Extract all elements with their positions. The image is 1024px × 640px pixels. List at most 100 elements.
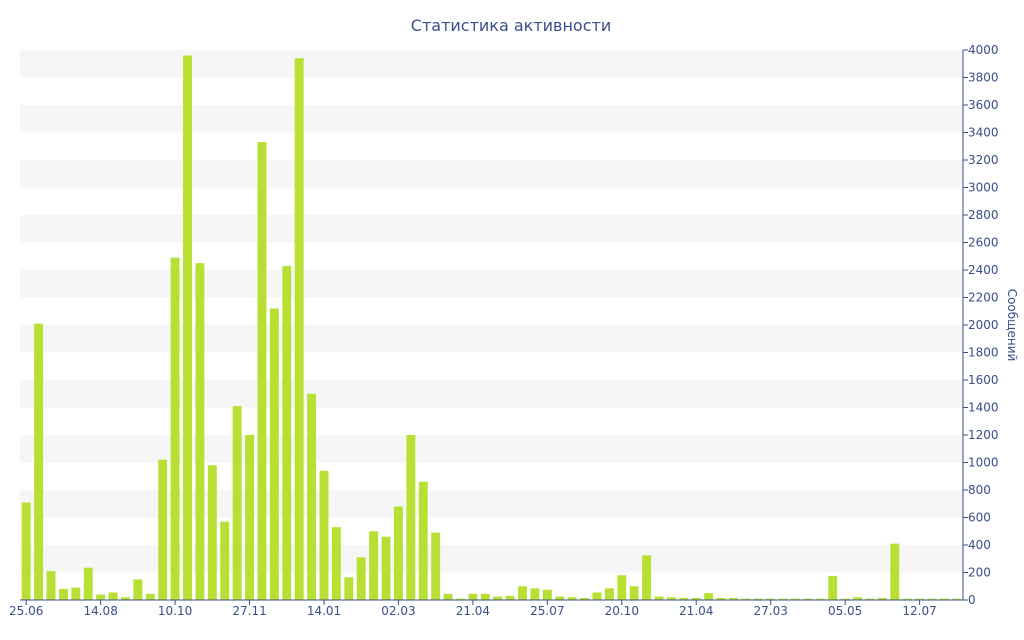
bar	[580, 597, 590, 600]
bar	[71, 587, 81, 601]
y-tick-label: 1600	[968, 373, 999, 387]
y-tick-label: 2400	[968, 263, 999, 277]
bar	[46, 571, 56, 601]
bar	[518, 586, 527, 600]
bar	[456, 598, 465, 601]
bar	[480, 593, 490, 600]
bar	[356, 557, 366, 601]
grid-band	[20, 215, 963, 243]
bar	[915, 598, 925, 601]
y-tick-label: 1800	[968, 346, 999, 360]
bar	[418, 481, 428, 600]
bar	[679, 597, 689, 600]
bar	[96, 594, 106, 600]
bar	[133, 579, 143, 601]
y-tick-label: 800	[968, 483, 991, 497]
bar	[505, 595, 515, 601]
y-tick-label: 3200	[968, 153, 999, 167]
bar	[691, 597, 701, 600]
bar	[617, 575, 627, 600]
bar	[865, 598, 875, 601]
x-tick-label: 20.10	[605, 604, 639, 618]
grid-band	[20, 380, 963, 408]
bar	[753, 598, 763, 601]
y-tick-label: 1400	[968, 401, 999, 415]
y-axis-title: Сообщений	[1005, 289, 1019, 362]
bar	[555, 596, 565, 600]
bar	[158, 459, 168, 600]
bar	[145, 593, 155, 600]
bar	[294, 58, 304, 600]
bar	[542, 589, 552, 600]
bar	[803, 598, 813, 601]
bar	[778, 598, 788, 601]
bar	[815, 598, 825, 601]
bar	[567, 597, 577, 600]
x-axis-ticks: 25.06 14.08 10.10 27.11 14.01 02.03 21.04 25.07…	[9, 600, 937, 618]
bar	[269, 308, 279, 600]
bar	[195, 263, 205, 601]
y-tick-label: 1200	[968, 428, 999, 442]
grid-band	[20, 160, 963, 188]
bar	[716, 597, 726, 600]
bar	[183, 55, 192, 600]
x-tick-label: 21.04	[456, 604, 490, 618]
y-tick-label: 400	[968, 538, 991, 552]
bar	[493, 596, 503, 600]
x-tick-label: 14.08	[83, 604, 117, 618]
grid-band	[20, 325, 963, 353]
x-tick-label: 02.03	[381, 604, 415, 618]
bar	[927, 598, 937, 601]
bar	[468, 593, 478, 600]
bar	[331, 527, 341, 601]
bar	[170, 257, 180, 600]
grid-band	[20, 435, 963, 463]
bar	[108, 592, 118, 600]
bar	[654, 596, 664, 600]
y-tick-label: 2600	[968, 236, 999, 250]
bar	[344, 577, 354, 600]
bar	[840, 598, 850, 601]
y-tick-label: 600	[968, 511, 991, 525]
x-tick-label: 27.11	[232, 604, 266, 618]
grid-band	[20, 105, 963, 133]
bar	[766, 598, 776, 601]
bar	[207, 465, 217, 600]
x-tick-label: 12.07	[902, 604, 936, 618]
y-tick-label: 2000	[968, 318, 999, 332]
x-tick-label: 27.03	[753, 604, 787, 618]
bar	[58, 589, 68, 600]
bar	[121, 597, 130, 600]
bar	[431, 532, 441, 601]
bar	[443, 593, 453, 600]
y-tick-label: 3600	[968, 98, 999, 112]
y-tick-label: 1000	[968, 456, 999, 470]
bar	[307, 393, 317, 600]
y-tick-label: 3800	[968, 71, 999, 85]
y-tick-label: 4000	[968, 43, 999, 57]
y-tick-label: 0	[968, 593, 976, 607]
x-tick-label: 14.01	[307, 604, 341, 618]
bar	[393, 506, 403, 600]
x-tick-label: 21.04	[679, 604, 713, 618]
y-tick-label: 2200	[968, 291, 999, 305]
bar	[232, 406, 242, 601]
bar-series	[21, 55, 962, 601]
bar	[877, 597, 887, 600]
grid-band	[20, 50, 963, 78]
bar	[282, 265, 292, 601]
bar	[890, 543, 900, 601]
x-tick-label: 25.07	[530, 604, 564, 618]
bar	[34, 323, 44, 600]
bar	[530, 588, 540, 600]
bar	[604, 588, 614, 600]
bar	[369, 531, 379, 600]
bar	[828, 575, 838, 600]
bar	[381, 536, 391, 600]
bar	[666, 597, 676, 600]
bar	[939, 598, 949, 601]
bar	[592, 592, 602, 600]
bar	[220, 521, 230, 601]
bar	[83, 567, 93, 600]
